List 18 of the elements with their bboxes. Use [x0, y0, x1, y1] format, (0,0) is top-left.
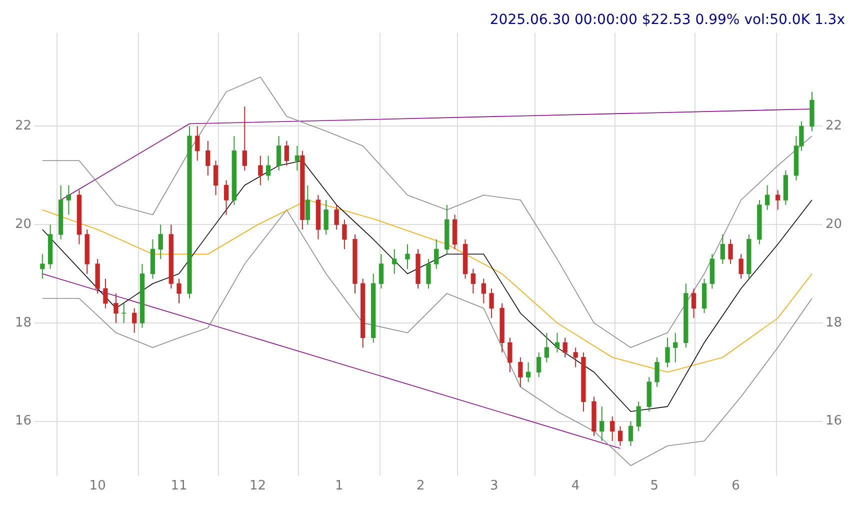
x-tick-label: 3	[490, 478, 498, 494]
y-tick-label: 22	[14, 118, 32, 134]
chart-title: 2025.06.30 00:00:00 $22.53 0.99% vol:50.0K 1.3x	[490, 12, 845, 28]
y2-tick-label: 16	[825, 414, 842, 429]
x-tick-label: 5	[650, 478, 659, 494]
y2-tick-label: 18	[825, 315, 842, 330]
y-tick-label: 16	[14, 414, 32, 429]
y-tick-label: 18	[14, 315, 32, 330]
y-tick-label: 20	[14, 216, 32, 232]
x-tick-label: 4	[571, 478, 580, 494]
x-tick-label: 10	[89, 478, 106, 494]
x-tick-label: 6	[732, 478, 740, 494]
y2-tick-label: 20	[825, 216, 842, 232]
x-tick-label: 2	[416, 478, 425, 494]
x-tick-label: 11	[170, 478, 188, 494]
x-tick-label: 12	[250, 478, 266, 494]
x-tick-label: 1	[335, 478, 344, 494]
y2-tick-label: 22	[825, 118, 842, 134]
